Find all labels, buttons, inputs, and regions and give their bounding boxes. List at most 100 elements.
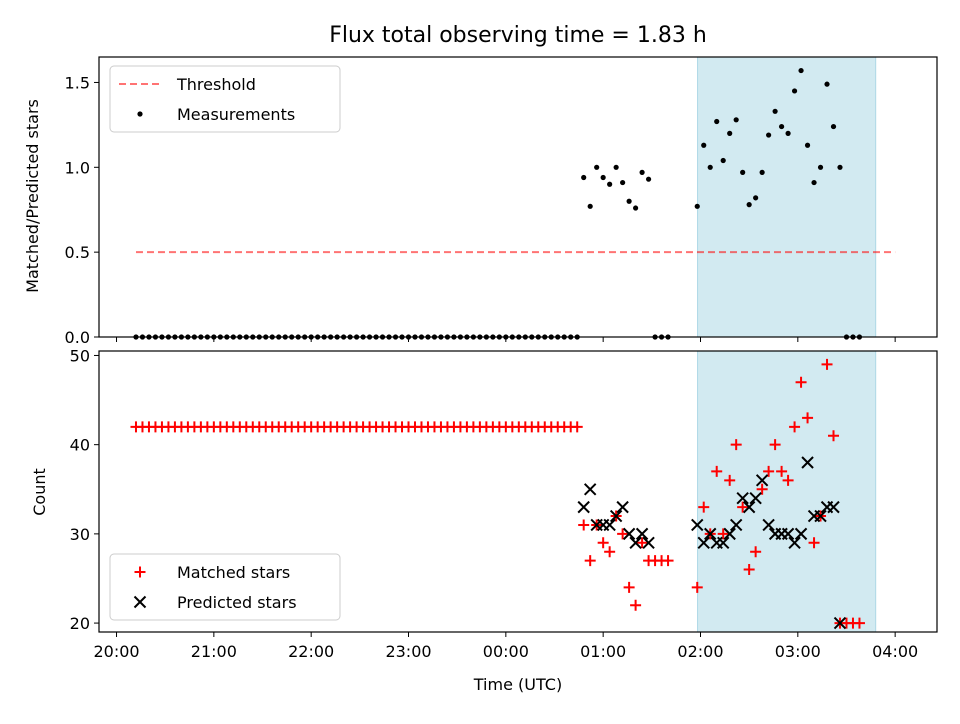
legend-label: Measurements <box>177 105 295 124</box>
top-shaded-interval <box>697 56 877 338</box>
predicted-star-point <box>723 527 736 541</box>
bottom-series-1 <box>130 358 865 629</box>
legend-matched-marker <box>134 566 146 578</box>
measurement-point <box>791 88 798 94</box>
matched-star-point <box>623 581 635 593</box>
x-axis-label: Time (UTC) <box>473 675 562 694</box>
matched-star-point <box>743 564 755 576</box>
predicted-star-point <box>794 527 808 541</box>
measurement-point <box>837 164 843 170</box>
plot-layer: 0.0 0.5 1.0 1.5 Threshold Measurements 20:00 21… <box>65 56 938 661</box>
measurement-point <box>581 174 587 181</box>
legend-measurement-marker <box>137 111 143 117</box>
matched-star-point <box>808 537 820 549</box>
bottom-axes-frame <box>98 350 938 633</box>
matched-star-point <box>802 412 814 424</box>
matched-star-point <box>750 546 762 558</box>
bottom-y-axis-label: Count <box>30 468 49 516</box>
measurement-point <box>798 67 804 74</box>
top-y-tick-label: 1.5 <box>65 73 90 92</box>
measurement-point <box>626 198 632 204</box>
matched-star-point <box>763 465 775 477</box>
measurement-point <box>594 164 600 170</box>
predicted-star-point <box>691 518 704 532</box>
matched-star-point <box>821 358 833 370</box>
predicted-star-point <box>742 500 756 514</box>
x-tick-label: 23:00 <box>385 642 431 661</box>
measurement-point <box>753 195 759 201</box>
top-y-axis-label: Matched/Predicted stars <box>23 99 42 293</box>
matched-star-point <box>691 581 703 593</box>
measurement-point <box>701 142 707 148</box>
predicted-star-point <box>629 536 642 550</box>
matched-star-point <box>730 439 742 451</box>
predicted-star-point <box>749 491 762 505</box>
predicted-star-point <box>622 527 636 541</box>
bottom-y-tick-label: 30 <box>70 525 90 544</box>
x-tick-label: 21:00 <box>191 642 237 661</box>
measurement-point <box>785 130 791 136</box>
measurement-point <box>740 169 746 175</box>
predicted-star-point <box>603 518 616 532</box>
matched-star-point <box>769 439 781 451</box>
measurement-point <box>830 123 837 130</box>
predicted-star-point <box>801 456 814 469</box>
predicted-star-point <box>781 527 795 541</box>
predicted-star-point <box>762 518 775 532</box>
x-tick-label: 01:00 <box>580 642 626 661</box>
predicted-star-point <box>814 509 827 523</box>
measurement-point <box>694 203 700 209</box>
legend-label: Threshold <box>176 75 256 94</box>
predicted-star-point <box>736 491 749 505</box>
predicted-star-point <box>788 536 801 550</box>
matched-star-point <box>795 376 807 388</box>
matched-star-point <box>636 537 648 549</box>
predicted-star-point <box>827 500 840 514</box>
predicted-star-point <box>697 536 710 550</box>
matched-star-point <box>578 519 590 531</box>
matched-star-point <box>630 599 642 611</box>
matched-star-point <box>597 537 609 549</box>
matched-star-point <box>617 528 629 540</box>
measurement-point <box>772 108 778 114</box>
measurement-point <box>766 132 772 138</box>
matched-star-point <box>584 555 596 567</box>
legend-label: Matched stars <box>177 563 290 582</box>
x-tick-label: 04:00 <box>872 642 918 661</box>
x-tick-label: 20:00 <box>93 642 139 661</box>
measurement-point <box>645 176 652 182</box>
measurement-point <box>600 174 606 181</box>
measurement-point <box>633 205 639 211</box>
measurement-point <box>720 157 726 164</box>
bottom-y-tick-label: 50 <box>70 346 90 365</box>
matched-star-point <box>828 430 840 442</box>
legend-predicted-marker <box>133 595 147 609</box>
chart-title: Flux total observing time = 1.83 h <box>329 23 707 48</box>
top-y-tick-label: 1.0 <box>65 158 90 177</box>
top-y-tick-label: 0.0 <box>65 328 90 347</box>
predicted-star-point <box>635 527 649 541</box>
top-series-1 <box>133 67 863 340</box>
matched-star-point <box>662 555 674 567</box>
matched-star-point <box>782 474 794 486</box>
measurement-point <box>639 169 645 175</box>
predicted-star-point <box>704 527 717 541</box>
predicted-star-point <box>755 474 769 487</box>
predicted-star-point <box>609 509 623 523</box>
measurement-point <box>811 179 817 186</box>
measurement-point <box>817 164 824 170</box>
measurement-point <box>804 142 811 148</box>
x-tick-label: 22:00 <box>288 642 334 661</box>
bottom-y-tick-label: 40 <box>70 436 90 455</box>
measurement-point <box>620 179 626 186</box>
bottom-shaded-interval <box>697 350 877 633</box>
bottom-y-tick-label: 20 <box>70 614 90 633</box>
x-tick-label: 00:00 <box>483 642 529 661</box>
matched-star-point <box>604 546 616 558</box>
measurement-point <box>727 130 733 136</box>
measurement-point <box>778 123 785 130</box>
matched-star-point <box>756 483 768 495</box>
measurement-point <box>824 81 830 87</box>
predicted-star-point <box>583 483 597 496</box>
